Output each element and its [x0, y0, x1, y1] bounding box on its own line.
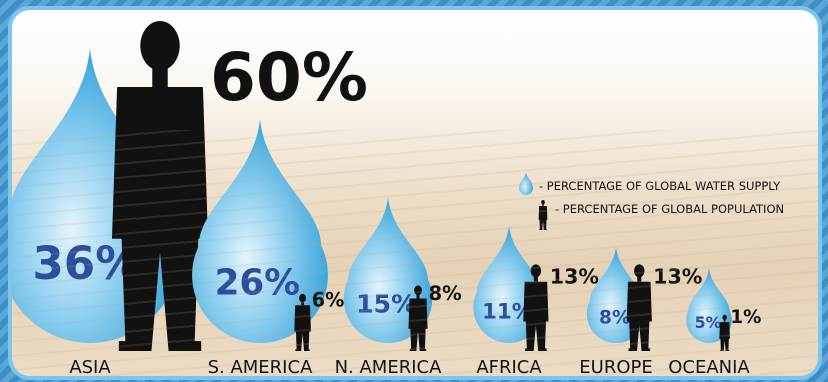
water-pct-label-s-america: 26% — [215, 263, 300, 304]
category-label-s-america: S. AMERICA — [208, 357, 313, 376]
legend-item-water: - PERCENTAGE OF GLOBAL WATER SUPPLY — [519, 172, 781, 195]
population-figure-n-america — [408, 285, 428, 351]
population-figure-europe — [626, 264, 652, 351]
legend-label-water: - PERCENTAGE OF GLOBAL WATER SUPPLY — [539, 179, 781, 193]
water-pct-label-oceania: 5% — [695, 313, 722, 332]
legend-item-population: - PERCENTAGE OF GLOBAL POPULATION — [538, 200, 784, 230]
population-pct-label-oceania: 1% — [730, 307, 761, 328]
chart-legend: - PERCENTAGE OF GLOBAL WATER SUPPLY - PER… — [519, 172, 784, 230]
category-label-n-america: N. AMERICA — [335, 357, 443, 376]
category-label-africa: AFRICA — [476, 357, 542, 376]
population-pct-label-asia: 60% — [210, 39, 368, 116]
category-label-oceania: OCEANIA — [668, 357, 750, 376]
category-label-europe: EUROPE — [579, 357, 652, 376]
chart: - PERCENTAGE OF GLOBAL WATER SUPPLY - PER… — [12, 21, 784, 376]
infographic-frame: - PERCENTAGE OF GLOBAL WATER SUPPLY - PER… — [8, 6, 822, 380]
population-figure-s-america — [294, 293, 311, 351]
population-pct-label-europe: 13% — [653, 264, 702, 288]
water-pct-label-n-america: 15% — [356, 289, 417, 318]
legend-water-drop-icon — [519, 172, 534, 195]
population-pct-label-africa: 13% — [550, 264, 599, 288]
population-figure-oceania — [719, 314, 730, 351]
population-figure-asia — [111, 21, 209, 351]
legend-label-population: - PERCENTAGE OF GLOBAL POPULATION — [555, 202, 784, 216]
population-pct-label-s-america: 6% — [312, 288, 345, 311]
legend-person-icon — [538, 200, 548, 230]
water-drop-s-america — [192, 118, 328, 343]
water-pct-label-europe: 8% — [599, 307, 631, 328]
category-label-asia: ASIA — [69, 357, 111, 376]
population-pct-label-n-america: 8% — [429, 282, 463, 305]
population-figure-africa — [523, 264, 549, 351]
